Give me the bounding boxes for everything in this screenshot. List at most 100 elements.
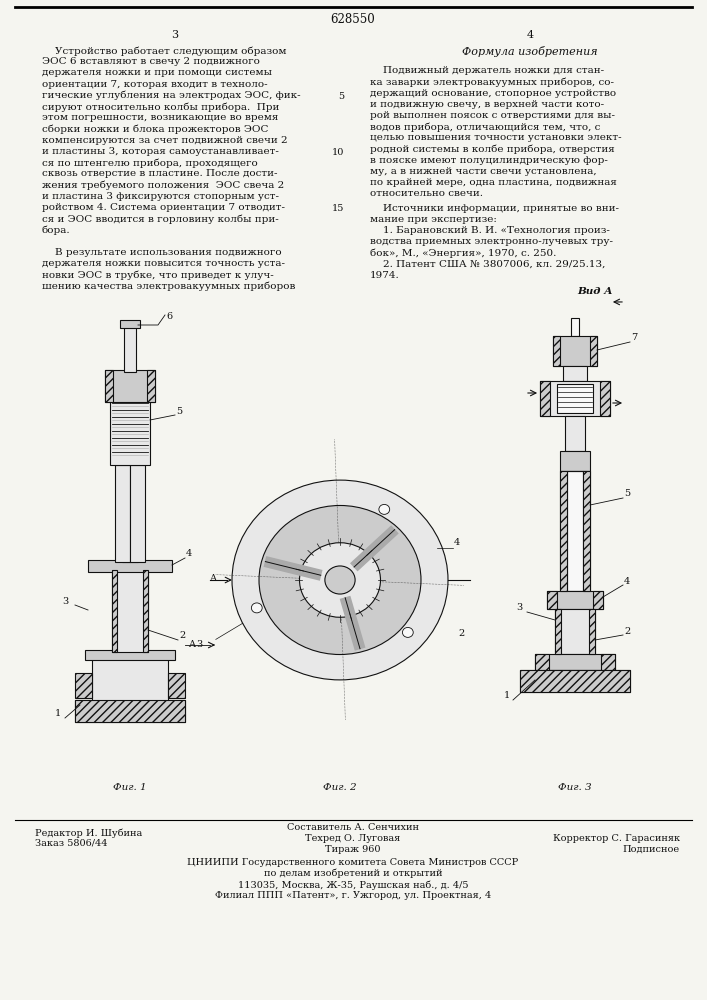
Text: родной системы в колбе прибора, отверстия: родной системы в колбе прибора, отверсти…: [370, 145, 615, 154]
Text: 4: 4: [624, 576, 630, 585]
Bar: [88, 560, 172, 572]
Text: 2: 2: [179, 632, 185, 641]
Bar: [112, 570, 148, 652]
Text: 1. Барановский В. И. «Технология произ-: 1. Барановский В. И. «Технология произ-: [370, 226, 610, 235]
Bar: [560, 451, 590, 471]
Text: водов прибора, отличающийся тем, что, с: водов прибора, отличающийся тем, что, с: [370, 122, 600, 132]
Text: ройством 4. Система ориентации 7 отводит-: ройством 4. Система ориентации 7 отводит…: [42, 203, 285, 212]
Text: Подписное: Подписное: [623, 845, 680, 854]
Text: Фиг. 2: Фиг. 2: [323, 783, 357, 792]
Ellipse shape: [252, 603, 262, 613]
Text: 2: 2: [459, 630, 465, 639]
Bar: [535, 654, 549, 670]
Text: Техред О. Луговая: Техред О. Луговая: [305, 834, 401, 843]
Text: 3: 3: [197, 640, 203, 649]
Text: 3: 3: [516, 603, 522, 612]
Text: 3: 3: [171, 30, 179, 40]
Text: A: A: [209, 574, 216, 583]
Text: 10: 10: [332, 148, 344, 157]
Bar: [565, 416, 585, 451]
Text: 628550: 628550: [331, 13, 375, 26]
Text: ка заварки электровакуумных приборов, со-: ка заварки электровакуумных приборов, со…: [370, 77, 614, 87]
Bar: [601, 654, 615, 670]
Text: A: A: [189, 640, 196, 649]
Text: 7: 7: [631, 334, 637, 342]
Bar: [553, 336, 597, 366]
Text: 15: 15: [332, 204, 344, 213]
Bar: [567, 471, 583, 591]
Text: новки ЭОС в трубке, что приведет к улуч-: новки ЭОС в трубке, что приведет к улуч-: [42, 270, 274, 279]
Ellipse shape: [402, 627, 413, 637]
Bar: [583, 471, 590, 591]
Text: Фиг. 3: Фиг. 3: [559, 783, 592, 792]
Bar: [535, 654, 615, 670]
Bar: [92, 655, 168, 702]
Bar: [75, 673, 92, 698]
Text: относительно свечи.: относительно свечи.: [370, 189, 483, 198]
Text: Заказ 5806/44: Заказ 5806/44: [35, 839, 107, 848]
Text: держателя ножки повысится точность уста-: держателя ножки повысится точность уста-: [42, 259, 285, 268]
Text: 6: 6: [166, 312, 172, 321]
Text: 1: 1: [504, 692, 510, 700]
Text: жения требуемого положения  ЭОС свеча 2: жения требуемого положения ЭОС свеча 2: [42, 180, 284, 190]
Text: сквозь отверстие в пластине. После дости-: сквозь отверстие в пластине. После дости…: [42, 169, 278, 178]
Bar: [589, 609, 595, 654]
Bar: [520, 670, 630, 692]
Text: Устройство работает следующим образом: Устройство работает следующим образом: [42, 46, 286, 55]
Ellipse shape: [232, 480, 448, 680]
Text: 2: 2: [624, 626, 630, 636]
Bar: [571, 318, 579, 336]
Bar: [540, 381, 550, 416]
Bar: [560, 471, 567, 591]
Text: ся по штенгелю прибора, проходящего: ся по штенгелю прибора, проходящего: [42, 158, 258, 167]
Bar: [120, 320, 140, 328]
Bar: [130, 465, 145, 562]
Text: и пластины 3, которая самоустанавливает-: и пластины 3, которая самоустанавливает-: [42, 147, 279, 156]
Text: 4: 4: [186, 550, 192, 558]
Text: по делам изобретений и открытий: по делам изобретений и открытий: [264, 869, 443, 879]
Bar: [555, 609, 595, 654]
Bar: [85, 650, 175, 660]
Bar: [105, 370, 113, 402]
Text: гические углубления на электродах ЭОС, фик-: гические углубления на электродах ЭОС, ф…: [42, 91, 300, 100]
Text: ориентации 7, которая входит в техноло-: ориентации 7, которая входит в техноло-: [42, 80, 268, 89]
Bar: [557, 384, 593, 413]
Text: сборки ножки и блока прожекторов ЭОС: сборки ножки и блока прожекторов ЭОС: [42, 124, 269, 134]
Text: Формула изобретения: Формула изобретения: [462, 46, 598, 57]
Bar: [75, 700, 185, 722]
Bar: [560, 471, 590, 591]
Bar: [115, 465, 130, 562]
Bar: [110, 400, 150, 465]
Bar: [553, 336, 560, 366]
Text: ся и ЭОС вводится в горловину колбы при-: ся и ЭОС вводится в горловину колбы при-: [42, 214, 279, 224]
Text: и пластина 3 фиксируются стопорным уст-: и пластина 3 фиксируются стопорным уст-: [42, 192, 279, 201]
Ellipse shape: [379, 504, 390, 514]
Text: в пояске имеют полуцилиндрическую фор-: в пояске имеют полуцилиндрическую фор-: [370, 156, 608, 165]
Bar: [75, 700, 185, 722]
Bar: [122, 465, 138, 562]
Text: бора.: бора.: [42, 225, 71, 235]
Text: Филиал ППП «Патент», г. Ужгород, ул. Проектная, 4: Филиал ППП «Патент», г. Ужгород, ул. Про…: [215, 891, 491, 900]
Text: 1: 1: [55, 710, 61, 718]
Text: ЭОС 6 вставляют в свечу 2 подвижного: ЭОС 6 вставляют в свечу 2 подвижного: [42, 57, 260, 66]
Text: этом погрешности, возникающие во время: этом погрешности, возникающие во время: [42, 113, 279, 122]
Text: рой выполнен поясок с отверстиями для вы-: рой выполнен поясок с отверстиями для вы…: [370, 111, 615, 120]
Text: 3: 3: [62, 596, 68, 605]
Text: 5: 5: [338, 92, 344, 101]
Text: Фиг. 1: Фиг. 1: [113, 783, 147, 792]
Bar: [590, 336, 597, 366]
Text: бок», М., «Энергия», 1970, с. 250.: бок», М., «Энергия», 1970, с. 250.: [370, 248, 556, 258]
Text: 2. Патент США № 3807006, кл. 29/25.13,: 2. Патент США № 3807006, кл. 29/25.13,: [370, 260, 605, 269]
Bar: [168, 673, 185, 698]
Text: Тираж 960: Тираж 960: [325, 845, 381, 854]
Text: Подвижный держатель ножки для стан-: Подвижный держатель ножки для стан-: [370, 66, 604, 75]
Bar: [147, 370, 155, 402]
Text: Редактор И. Шубина: Редактор И. Шубина: [35, 828, 142, 838]
Text: 113035, Москва, Ж-35, Раушская наб., д. 4/5: 113035, Москва, Ж-35, Раушская наб., д. …: [238, 880, 468, 890]
Text: и подвижную свечу, в верхней части кото-: и подвижную свечу, в верхней части кото-: [370, 100, 604, 109]
Text: шению качества электровакуумных приборов: шению качества электровакуумных приборов: [42, 281, 296, 291]
Bar: [105, 370, 155, 402]
Bar: [124, 325, 136, 372]
Bar: [520, 670, 630, 692]
Text: В результате использования подвижного: В результате использования подвижного: [42, 248, 281, 257]
